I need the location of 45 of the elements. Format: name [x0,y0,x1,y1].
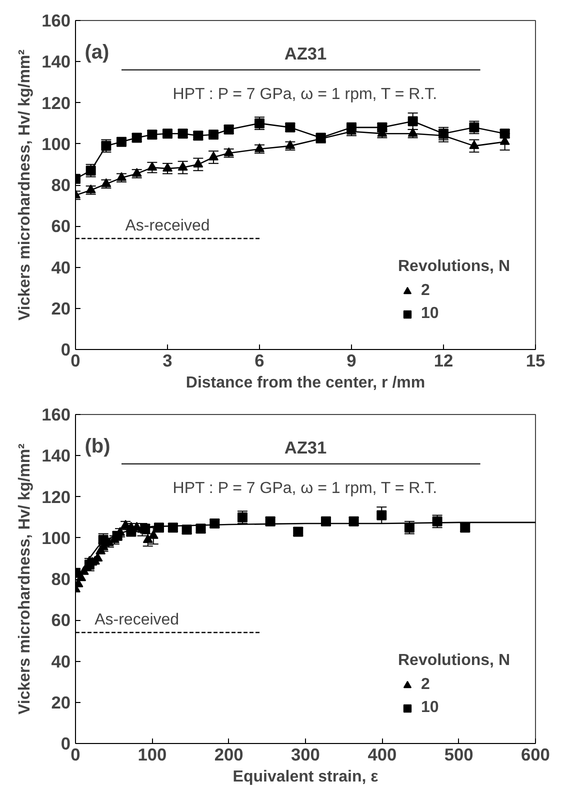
x-tick-label: 200 [214,744,244,764]
x-axis-title: Equivalent strain, ε [232,768,379,786]
y-axis-title: Vickers microhardness, Hv/ kg/mm² [16,50,34,320]
y-tick-label: 80 [51,569,71,589]
annotation: As-received [125,217,210,234]
y-tick-label: 100 [42,134,71,154]
y-tick-label: 120 [42,92,71,113]
x-tick-label: 600 [521,744,550,764]
y-tick-label: 40 [51,257,71,278]
y-tick-label: 80 [51,175,71,195]
x-axis-title: Distance from the center, r /mm [186,374,426,392]
legend-label: 2 [420,676,431,694]
text: AZ31 [284,43,328,64]
text: HPT : P = 7 GPa, ω = 1 rpm, T = R.T. [172,480,438,497]
x-tick-label: 400 [368,744,397,764]
y-tick-label: 40 [51,651,71,672]
x-tick-label: 3 [162,350,173,370]
y-tick-label: 20 [51,298,71,318]
y-axis-title: Vickers microhardness, Hv/ kg/mm² [16,444,34,714]
y-tick-label: 140 [42,446,71,466]
text: AZ31 [284,437,328,458]
x-tick-label: 500 [444,744,474,764]
x-tick-label: 15 [526,350,546,370]
legend-label: 10 [420,699,440,717]
x-tick-label: 6 [254,350,265,370]
x-tick-label: 100 [138,744,167,764]
text: HPT : P = 7 GPa, ω = 1 rpm, T = R.T. [172,86,438,103]
x-tick-label: 9 [346,350,356,370]
legend-label: 10 [420,305,440,323]
y-tick-label: 140 [42,52,71,72]
y-tick-label: 160 [42,10,71,30]
legend-label: 2 [420,282,431,300]
y-tick-label: 20 [51,692,71,712]
y-tick-label: 100 [42,528,71,548]
y-tick-label: 60 [51,610,71,630]
y-tick-label: 120 [42,486,71,507]
y-tick-label: 160 [42,404,71,424]
x-tick-label: 300 [291,744,320,764]
x-tick-label: 12 [434,350,454,370]
legend-title: Revolutions, N [398,258,510,276]
annotation: (a) [84,41,110,64]
y-tick-label: 60 [51,216,71,236]
legend-title: Revolutions, N [398,652,510,670]
annotation: (b) [84,435,110,458]
annotation: As-received [94,611,180,628]
